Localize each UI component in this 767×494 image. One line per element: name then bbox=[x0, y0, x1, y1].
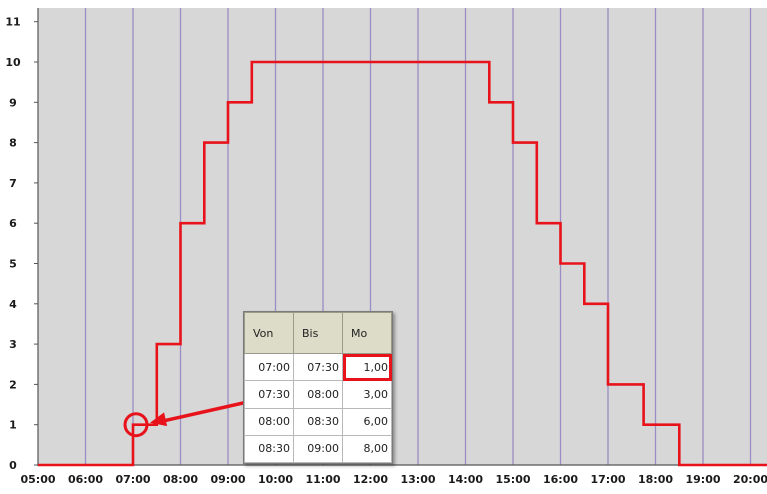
y-tick-label: 10 bbox=[5, 56, 21, 69]
x-tick-label: 07:00 bbox=[115, 473, 150, 486]
table-header-row: Von Bis Mo bbox=[244, 312, 392, 354]
x-tick-label: 09:00 bbox=[210, 473, 245, 486]
x-tick-labels: 05:00 06:00 07:00 08:00 09:00 10:00 11:00 12:00… bbox=[20, 473, 767, 486]
y-tick-label: 7 bbox=[9, 177, 17, 190]
x-tick-label: 17:00 bbox=[590, 473, 625, 486]
plot-area bbox=[38, 8, 767, 465]
table-row: 08:00 08:30 6,00 bbox=[244, 407, 392, 436]
x-tick-label: 06:00 bbox=[68, 473, 103, 486]
x-tick-label: 15:00 bbox=[495, 473, 530, 486]
highlighted-cell[interactable]: 1,00 bbox=[342, 352, 392, 382]
schedule-table: Von Bis Mo 07:00 07:30 1,00 07:30 08:00 … bbox=[243, 311, 393, 464]
table-row: 07:30 08:00 3,00 bbox=[244, 380, 392, 409]
x-tick-label: 16:00 bbox=[543, 473, 578, 486]
y-tick-label: 0 bbox=[9, 459, 17, 472]
y-tick-label: 2 bbox=[9, 378, 17, 391]
table-row: 08:30 09:00 8,00 bbox=[244, 434, 392, 464]
y-tick-label: 9 bbox=[9, 96, 17, 109]
column-header-von[interactable]: Von bbox=[244, 312, 294, 354]
y-tick-label: 1 bbox=[9, 419, 17, 432]
annotation-circle bbox=[123, 412, 149, 438]
x-tick-label: 11:00 bbox=[305, 473, 340, 486]
series-layer bbox=[38, 60, 767, 467]
table-cell[interactable]: 09:00 bbox=[293, 434, 343, 464]
series-line bbox=[38, 60, 767, 467]
x-tick-label: 18:00 bbox=[638, 473, 673, 486]
y-tick-label: 11 bbox=[5, 16, 20, 29]
x-tick-label: 08:00 bbox=[163, 473, 198, 486]
table-cell[interactable]: 07:00 bbox=[244, 352, 294, 382]
y-tick-label: 8 bbox=[9, 137, 17, 150]
table-cell[interactable]: 07:30 bbox=[293, 352, 343, 382]
y-tick-label: 3 bbox=[9, 338, 17, 351]
column-header-mo[interactable]: Mo bbox=[342, 312, 392, 354]
schedule-grid: Von Bis Mo 07:00 07:30 1,00 07:30 08:00 … bbox=[244, 312, 392, 464]
column-header-bis[interactable]: Bis bbox=[293, 312, 343, 354]
table-cell[interactable]: 08:30 bbox=[293, 407, 343, 436]
x-tick-label: 13:00 bbox=[400, 473, 435, 486]
table-cell[interactable]: 08:00 bbox=[244, 407, 294, 436]
x-tick-label: 19:00 bbox=[685, 473, 720, 486]
table-cell[interactable]: 6,00 bbox=[342, 407, 392, 436]
y-tick-label: 6 bbox=[9, 217, 17, 230]
x-tick-label: 12:00 bbox=[353, 473, 388, 486]
table-row: 07:00 07:30 1,00 bbox=[244, 352, 392, 382]
x-tick-label: 05:00 bbox=[20, 473, 55, 486]
table-cell[interactable]: 3,00 bbox=[342, 380, 392, 409]
x-tick-label: 10:00 bbox=[258, 473, 293, 486]
x-tick-label: 20:00 bbox=[733, 473, 767, 486]
axes bbox=[34, 8, 767, 466]
table-cell[interactable]: 07:30 bbox=[244, 380, 294, 409]
y-tick-label: 5 bbox=[9, 258, 17, 271]
y-tick-labels: 0 1 2 3 4 5 6 7 8 9 10 11 bbox=[5, 16, 21, 472]
table-cell[interactable]: 08:30 bbox=[244, 434, 294, 464]
annotation-arrow-head bbox=[150, 412, 168, 427]
table-cell[interactable]: 8,00 bbox=[342, 434, 392, 464]
table-cell[interactable]: 08:00 bbox=[293, 380, 343, 409]
y-tick-label: 4 bbox=[9, 298, 17, 311]
x-tick-label: 14:00 bbox=[448, 473, 483, 486]
